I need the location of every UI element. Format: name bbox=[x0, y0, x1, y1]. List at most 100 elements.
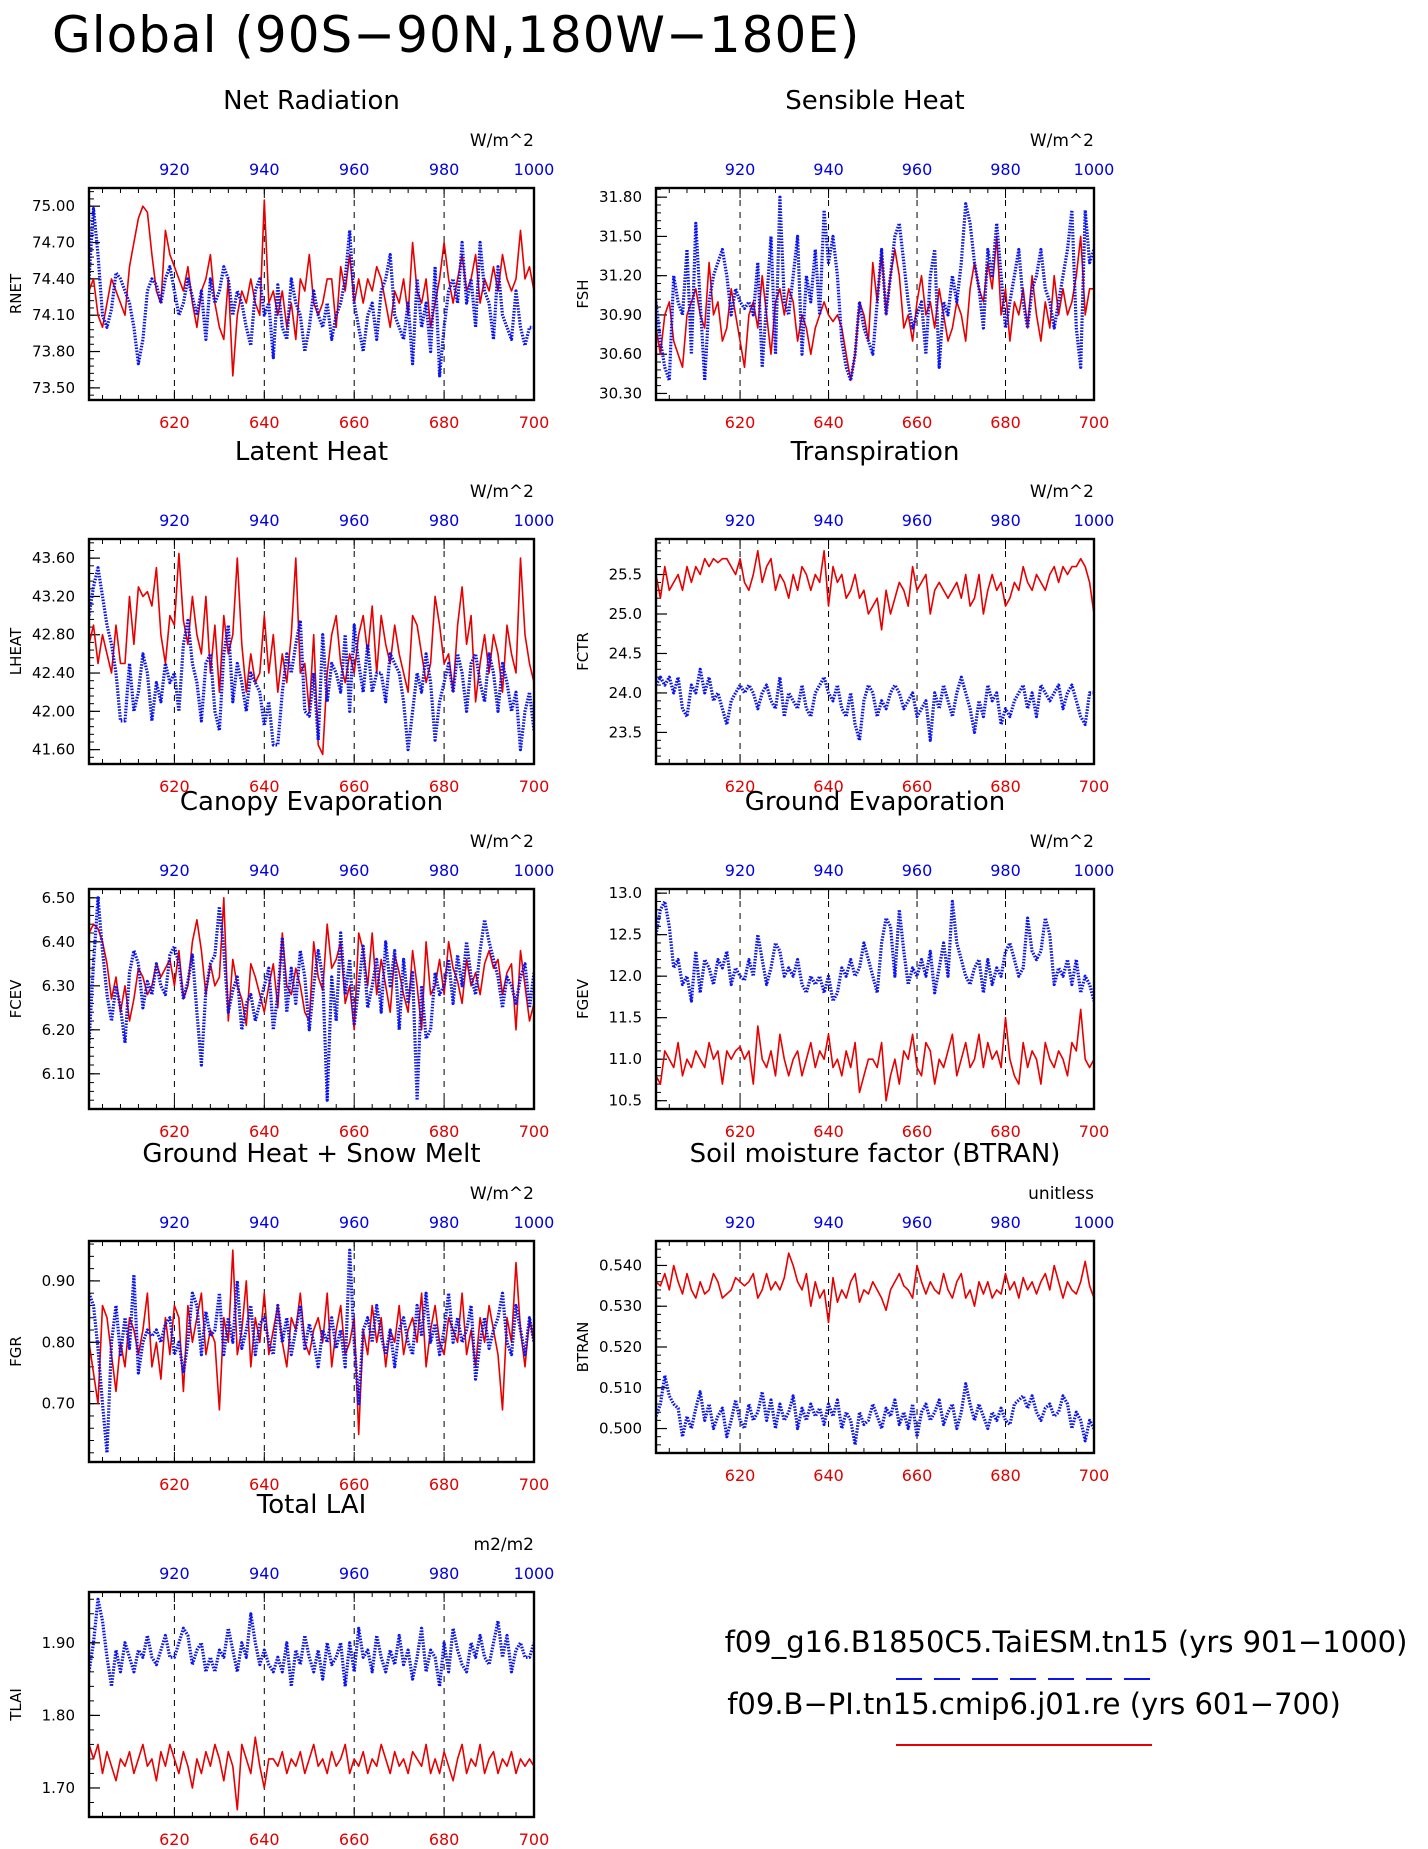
panel-title: Sensible Heat bbox=[785, 86, 964, 116]
x-top-tick-label: 980 bbox=[429, 1213, 460, 1232]
x-top-tick-label: 960 bbox=[339, 1564, 370, 1583]
x-top-tick-label: 980 bbox=[990, 511, 1021, 530]
x-top-tick-label: 920 bbox=[725, 160, 756, 179]
x-tick-label: 660 bbox=[339, 1475, 370, 1494]
y-axis-label: FSH bbox=[574, 279, 592, 308]
x-tick-label: 640 bbox=[249, 413, 280, 432]
x-tick-label: 660 bbox=[902, 777, 933, 796]
chart-panel: Total LAI m2/m2 TLAI 1.70 1.80 1.90 620 920 640 9… bbox=[7, 1490, 554, 1849]
units-label: W/m^2 bbox=[470, 1184, 534, 1204]
x-tick-label: 640 bbox=[249, 1830, 280, 1849]
x-tick-label: 620 bbox=[725, 1122, 756, 1141]
x-top-tick-label: 920 bbox=[725, 511, 756, 530]
x-tick-label: 680 bbox=[429, 777, 460, 796]
x-tick-label: 700 bbox=[519, 413, 550, 432]
y-tick-label: 0.70 bbox=[42, 1395, 75, 1413]
plot-frame bbox=[654, 887, 1096, 1111]
series-line-case1 bbox=[89, 207, 534, 378]
y-tick-label: 1.70 bbox=[42, 1779, 75, 1797]
units-label: m2/m2 bbox=[474, 1535, 534, 1555]
x-tick-label: 640 bbox=[813, 413, 844, 432]
plot-frame bbox=[654, 1239, 1096, 1455]
x-tick-label: 680 bbox=[429, 1830, 460, 1849]
x-top-tick-label: 960 bbox=[902, 511, 933, 530]
chart-panel: Canopy Evaporation W/m^2 FCEV 6.10 6.20 6.30 6… bbox=[7, 787, 554, 1141]
x-top-tick-label: 920 bbox=[159, 861, 190, 880]
units-label: W/m^2 bbox=[470, 482, 534, 502]
y-axis-label: BTRAN bbox=[574, 1322, 592, 1373]
y-tick-label: 0.510 bbox=[599, 1379, 642, 1397]
x-tick-label: 700 bbox=[1079, 413, 1110, 432]
plot-frame bbox=[87, 186, 536, 402]
x-top-tick-label: 940 bbox=[249, 160, 280, 179]
x-top-tick-label: 1000 bbox=[1074, 511, 1115, 530]
x-tick-label: 660 bbox=[902, 1466, 933, 1485]
y-tick-label: 10.5 bbox=[609, 1092, 642, 1110]
y-tick-label: 6.40 bbox=[42, 933, 75, 951]
y-tick-label: 0.530 bbox=[599, 1297, 642, 1315]
y-tick-label: 12.5 bbox=[609, 926, 642, 944]
y-tick-label: 1.80 bbox=[42, 1706, 75, 1724]
x-tick-label: 640 bbox=[249, 777, 280, 796]
x-tick-label: 620 bbox=[159, 1830, 190, 1849]
units-label: unitless bbox=[1028, 1184, 1094, 1204]
y-tick-label: 42.40 bbox=[32, 664, 75, 682]
x-tick-label: 660 bbox=[339, 1830, 370, 1849]
x-tick-label: 680 bbox=[429, 413, 460, 432]
x-tick-label: 700 bbox=[1079, 1466, 1110, 1485]
x-top-tick-label: 960 bbox=[902, 160, 933, 179]
y-tick-label: 24.0 bbox=[609, 684, 642, 702]
series-line-case1 bbox=[656, 195, 1094, 382]
chart-panel: Transpiration W/m^2 FCTR 23.5 24.0 24.5 25.0 25… bbox=[574, 437, 1114, 796]
plot-frame bbox=[87, 537, 536, 766]
y-tick-label: 6.50 bbox=[42, 889, 75, 907]
x-tick-label: 640 bbox=[813, 1466, 844, 1485]
series-line-case1 bbox=[89, 1597, 534, 1689]
units-label: W/m^2 bbox=[470, 832, 534, 852]
units-label: W/m^2 bbox=[1030, 482, 1094, 502]
x-tick-label: 640 bbox=[813, 1122, 844, 1141]
x-top-tick-label: 940 bbox=[249, 1213, 280, 1232]
x-top-tick-label: 960 bbox=[902, 1213, 933, 1232]
x-tick-label: 700 bbox=[519, 1122, 550, 1141]
x-top-tick-label: 1000 bbox=[1074, 160, 1115, 179]
x-tick-label: 640 bbox=[249, 1475, 280, 1494]
panel-title: Latent Heat bbox=[235, 437, 388, 467]
series-line-case2 bbox=[89, 552, 534, 756]
x-top-tick-label: 980 bbox=[429, 1564, 460, 1583]
series-line-case2 bbox=[656, 235, 1094, 382]
x-top-tick-label: 920 bbox=[725, 861, 756, 880]
y-tick-label: 43.60 bbox=[32, 549, 75, 567]
x-top-tick-label: 960 bbox=[902, 861, 933, 880]
y-tick-label: 6.30 bbox=[42, 977, 75, 995]
chart-panel: Sensible Heat W/m^2 FSH 30.30 30.60 30.90 31.2… bbox=[574, 86, 1114, 432]
x-tick-label: 700 bbox=[1079, 777, 1110, 796]
x-top-tick-label: 1000 bbox=[1074, 861, 1115, 880]
x-top-tick-label: 1000 bbox=[514, 160, 555, 179]
x-tick-label: 660 bbox=[339, 777, 370, 796]
y-tick-label: 25.0 bbox=[609, 605, 642, 623]
y-tick-label: 0.90 bbox=[42, 1272, 75, 1290]
y-axis-label: TLAI bbox=[7, 1688, 25, 1722]
units-label: W/m^2 bbox=[1030, 131, 1094, 151]
x-top-tick-label: 940 bbox=[813, 1213, 844, 1232]
x-tick-label: 620 bbox=[725, 413, 756, 432]
series-line-case1 bbox=[89, 896, 534, 1102]
x-top-tick-label: 980 bbox=[429, 861, 460, 880]
x-tick-label: 680 bbox=[990, 1466, 1021, 1485]
y-tick-label: 42.80 bbox=[32, 626, 75, 644]
y-tick-label: 74.10 bbox=[32, 306, 75, 324]
x-tick-label: 640 bbox=[813, 777, 844, 796]
series-line-case2 bbox=[89, 199, 534, 377]
y-axis-label: FGR bbox=[7, 1336, 25, 1367]
plot-frame bbox=[87, 1590, 536, 1819]
x-top-tick-label: 960 bbox=[339, 511, 370, 530]
y-tick-label: 0.80 bbox=[42, 1333, 75, 1351]
chart-panel: Soil moisture factor (BTRAN) unitless BTRA… bbox=[574, 1139, 1114, 1485]
x-top-tick-label: 960 bbox=[339, 1213, 370, 1232]
chart-panel: Ground Evaporation W/m^2 FGEV 10.5 11.0 11.5 1… bbox=[574, 787, 1114, 1141]
y-tick-label: 0.520 bbox=[599, 1338, 642, 1356]
y-tick-label: 31.80 bbox=[599, 188, 642, 206]
x-top-tick-label: 980 bbox=[990, 160, 1021, 179]
